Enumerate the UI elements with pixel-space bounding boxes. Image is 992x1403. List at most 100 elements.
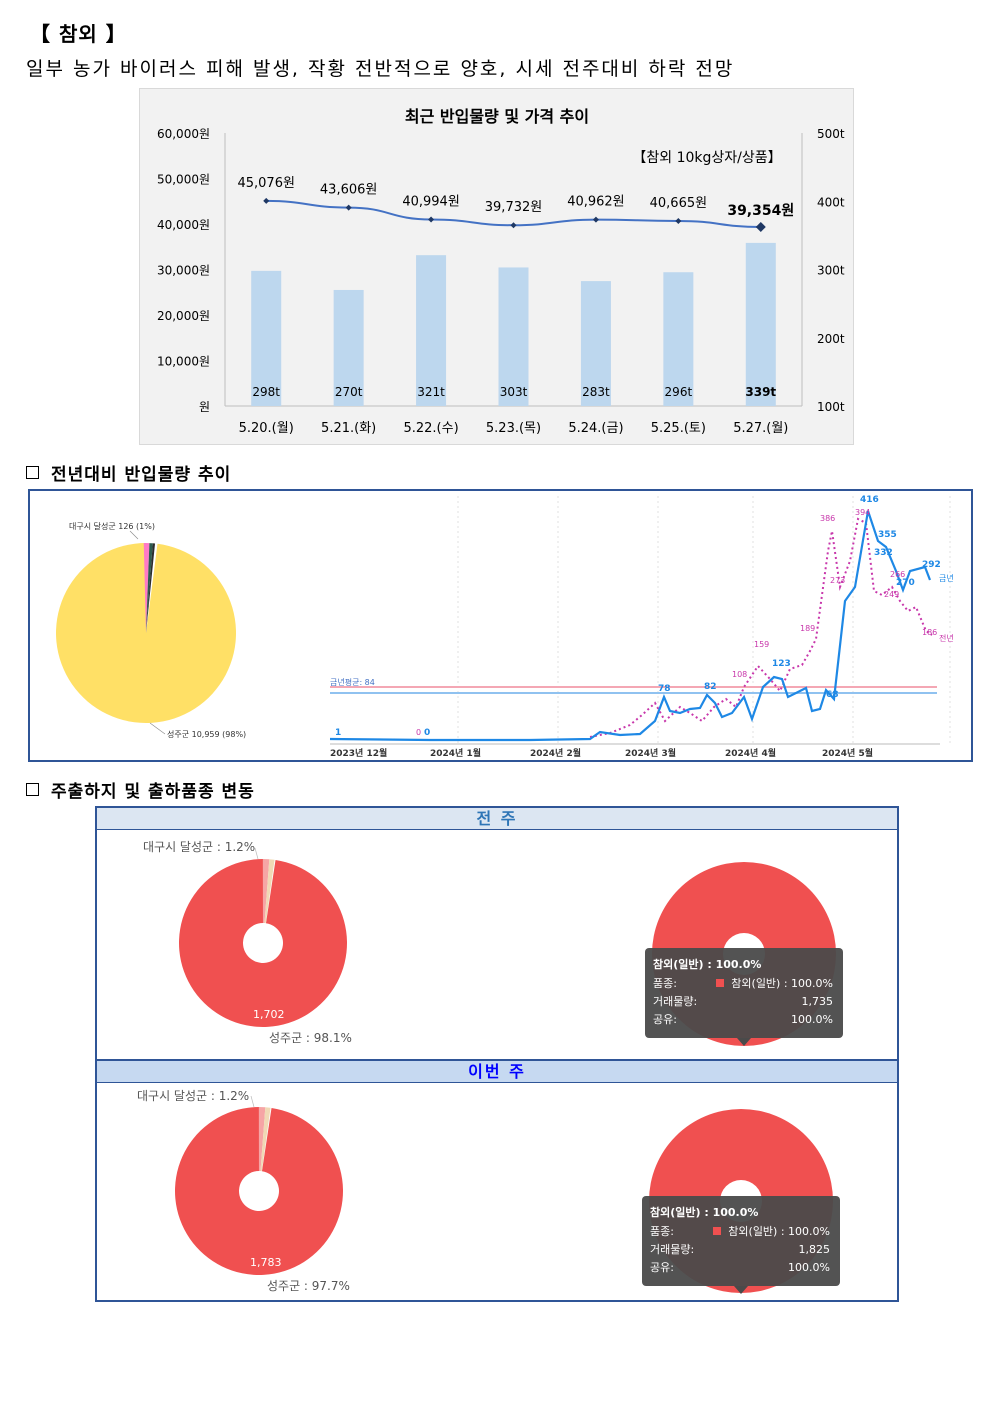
left-axis-ticks: 60,000원 50,000원 40,000원 30,000원 20,000원 10,00…: [157, 127, 210, 414]
section-origin-label: 주출하지 및 출하품종 변동: [51, 782, 255, 802]
legend-prev: 전년: [939, 633, 954, 643]
price-point: [428, 216, 435, 223]
left-tick-label: 20,000원: [157, 309, 210, 323]
tooltip-this-swatch: [713, 1227, 721, 1235]
tooltip-this-k2: 공유:: [650, 1261, 674, 1274]
prev-value-label: 0: [416, 728, 421, 737]
price-point: [755, 221, 766, 232]
trend-x-ticks: 2023년 12월 2024년 1월 2024년 2월 2024년 3월 2024년 4…: [330, 747, 873, 759]
leader-line: [254, 847, 259, 860]
this-origin-donut: [174, 1095, 343, 1275]
prev-value-label: 266: [890, 570, 905, 579]
pie-slice: [143, 543, 150, 633]
trend-grid: [330, 496, 951, 745]
current-value-label: 292: [922, 560, 941, 570]
price-label: 40,962원: [567, 195, 624, 210]
inflow-bar: [251, 270, 282, 406]
date-categories: 5.20.(월) 5.21.(화) 5.22.(수) 5.23.(목) 5.24.(금)…: [239, 421, 789, 436]
price-label: 39,732원: [485, 200, 542, 215]
tooltip-this: 참외(일반) : 100.0% 품종: 참외(일반) : 100.0% 거래물량…: [642, 1196, 840, 1294]
x-tick-label: 2024년 1월: [430, 747, 481, 759]
donut-slice-main: [179, 859, 348, 1027]
inflow-bar-label: 298t: [252, 385, 280, 399]
section-yoy-label: 전년대비 반입물량 추이: [51, 465, 232, 485]
inflow-bar: [498, 267, 529, 406]
legend-current: 금년: [939, 573, 954, 583]
date-category-label: 5.20.(월): [239, 421, 294, 436]
date-category-label: 5.27.(월): [733, 421, 788, 436]
tooltip-prev-k0: 품종:: [653, 977, 677, 990]
price-line: 45,076원 43,606원 40,994원 39,732원 40,962원 40,66…: [237, 176, 794, 232]
donut-slice-main: [174, 1107, 343, 1275]
tooltip-prev-k1: 거래물량:: [653, 995, 697, 1008]
inflow-bar-label: 283t: [582, 385, 610, 399]
date-category-label: 5.23.(목): [486, 421, 541, 436]
date-category-label: 5.21.(화): [321, 421, 376, 436]
left-tick-label: 40,000원: [157, 218, 210, 232]
inflow-bar-label: 296t: [665, 385, 693, 399]
price-label: 40,994원: [402, 194, 459, 209]
this-inner-value: 1,783: [250, 1256, 282, 1269]
tooltip-prev-v1: 1,735: [802, 995, 834, 1008]
donut-slice-minor: [264, 859, 275, 924]
tooltip-prev-k2: 공유:: [653, 1013, 677, 1026]
current-value-label: 270: [896, 578, 915, 588]
tooltip-prev-swatch: [716, 979, 724, 987]
inflow-bar: [663, 272, 694, 406]
right-tick-label: 500t: [817, 127, 845, 141]
inflow-bar: [333, 289, 364, 406]
current-value-label: 0: [424, 728, 430, 738]
current-value-label: 68: [826, 690, 839, 700]
prev-label-daegu: 대구시 달성군 : 1.2%: [143, 840, 255, 854]
current-value-label: 123: [772, 659, 791, 669]
x-tick-label: 2024년 4월: [725, 747, 776, 759]
checkbox-square-icon: [26, 466, 39, 479]
inflow-price-chart-svg: 최근 반입물량 및 가격 추이 【참외 10kg상자/상품】 60,000원 50…: [157, 107, 845, 436]
tooltip-this-v2: 100.0%: [788, 1261, 830, 1274]
origin-panel: 전 주 이번 주 대구시 달성군 : 1.2% 성주군 : 98.1% 1,70…: [95, 806, 899, 1302]
checkbox-square-icon: [26, 783, 39, 796]
tooltip-prev: 참외(일반) : 100.0% 품종: 참외(일반) : 100.0% 거래물량…: [645, 948, 843, 1046]
prev-value-label: 386: [820, 514, 835, 523]
prev-value-label: 394: [855, 508, 870, 517]
page-subtitle: 일부 농가 바이러스 피해 발생, 작황 전반적으로 양호, 시세 전주대비 하…: [26, 58, 735, 80]
prev-label-seongju: 성주군 : 98.1%: [269, 1031, 352, 1045]
prev-value-label: 273: [830, 576, 845, 585]
left-tick-label: 50,000원: [157, 173, 210, 187]
inflow-bars: 298t 270t 321t 303t 283t 296t 339t: [251, 242, 776, 406]
band-previous-week: 전 주: [97, 808, 897, 830]
page-title: 【 참외 】: [30, 22, 127, 46]
x-tick-label: 2024년 3월: [625, 747, 676, 759]
pie-slice: [146, 543, 156, 633]
this-label-seongju: 성주군 : 97.7%: [267, 1279, 350, 1293]
price-point: [592, 216, 599, 223]
yoy-panel: 대구시 달성군 126 (1%) 성주군 10,959 (98%) 금년평균: …: [28, 489, 973, 762]
inflow-bar: [745, 242, 776, 406]
trend-value-labels: 1 0 78 82 123 68 416 355 332 270 292 0 386 394 159 108 1…: [335, 495, 941, 738]
right-tick-label: 200t: [817, 332, 845, 346]
inflow-bar-label: 339t: [745, 385, 776, 399]
chart1-note: 【참외 10kg상자/상품】: [632, 150, 781, 166]
prev-value-label: 108: [732, 670, 747, 679]
section-yoy-heading: 전년대비 반입물량 추이: [26, 460, 231, 485]
pie-small-label-seongju: 성주군 10,959 (98%): [167, 730, 246, 739]
origin-panel-svg: 대구시 달성군 : 1.2% 성주군 : 98.1% 1,702 대구시 달성군…: [137, 840, 843, 1294]
price-label: 43,606원: [320, 183, 377, 198]
x-tick-label: 2023년 12월: [330, 747, 387, 759]
x-tick-label: 2024년 5월: [822, 747, 873, 759]
pie-slice: [56, 543, 237, 723]
date-category-label: 5.24.(금): [568, 421, 623, 436]
left-tick-label: 30,000원: [157, 264, 210, 278]
inflow-bar: [580, 281, 611, 406]
band-this-week: 이번 주: [97, 1059, 897, 1083]
yoy-panel-svg: 대구시 달성군 126 (1%) 성주군 10,959 (98%) 금년평균: …: [56, 495, 954, 759]
tooltip-prev-v2: 100.0%: [791, 1013, 833, 1026]
price-label: 40,665원: [650, 196, 707, 211]
left-tick-label: 10,000원: [157, 355, 210, 369]
prev-value-label: 189: [800, 624, 815, 633]
price-point: [345, 204, 352, 211]
right-tick-label: 100t: [817, 400, 845, 414]
prev-inner-value: 1,702: [253, 1008, 285, 1021]
prev-value-label: 249: [884, 590, 899, 599]
leader-line: [149, 722, 166, 735]
